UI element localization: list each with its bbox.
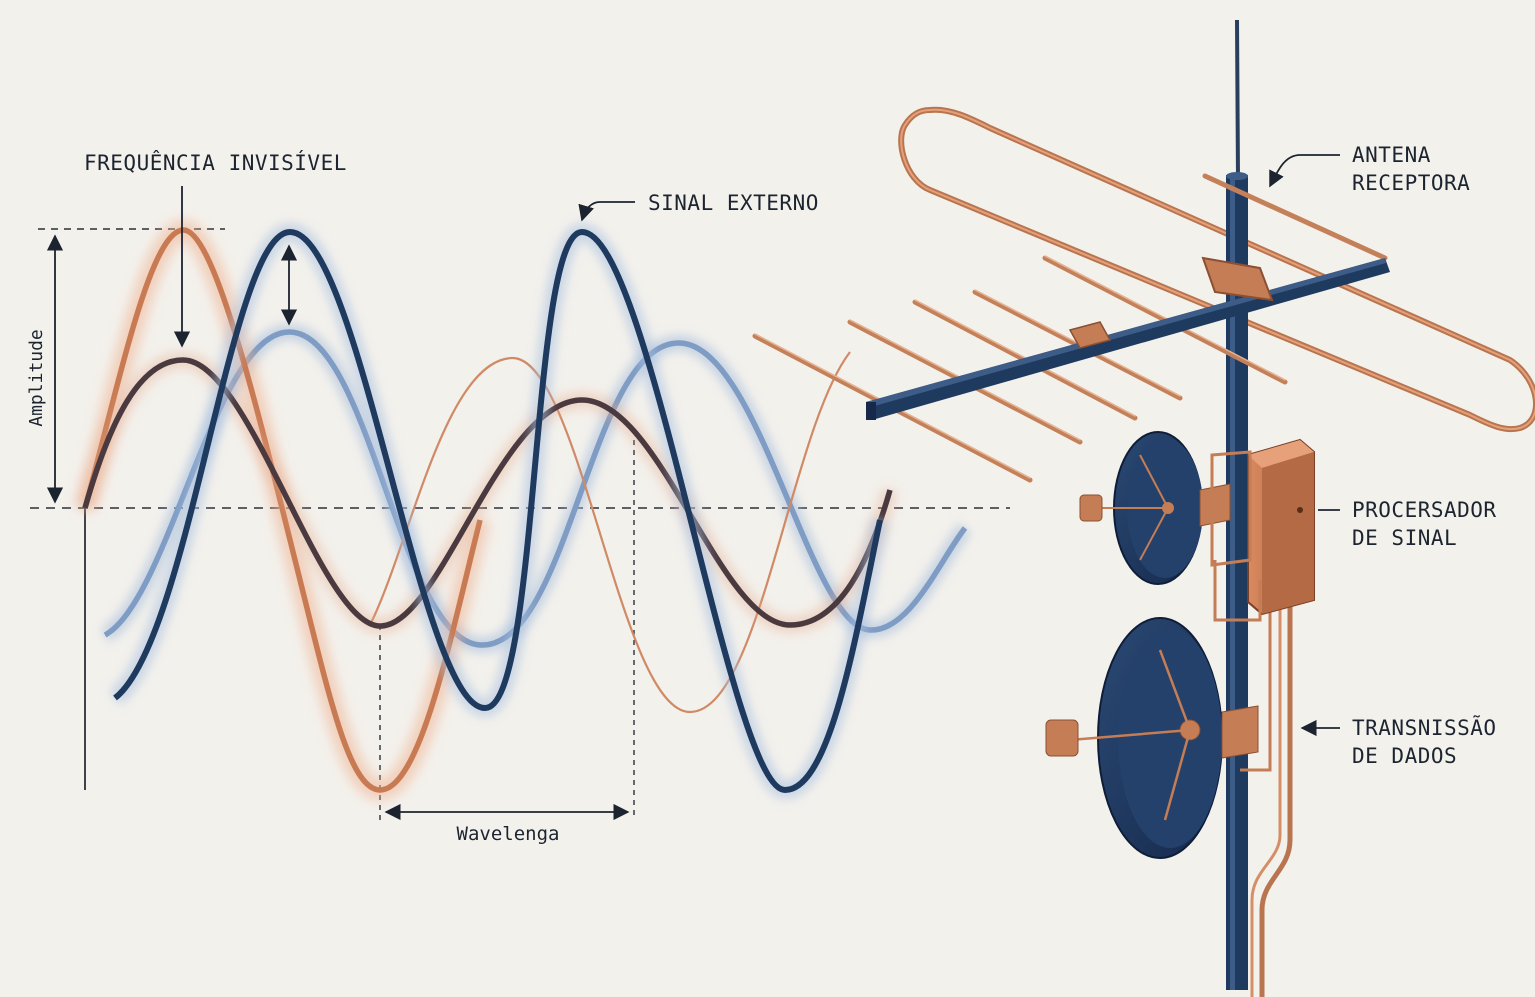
transmission-label-line2: DE DADOS <box>1352 744 1457 768</box>
thin-copper-wave <box>369 351 851 714</box>
orange-wave <box>82 227 483 793</box>
antenna-illustration: ANTENA RECEPTORA PROCERSADOR DE SINAL TR… <box>752 19 1535 997</box>
upper-dish <box>1079 431 1231 585</box>
boom-clamp <box>1201 256 1274 302</box>
antenna-top-rod <box>1235 19 1240 181</box>
wavelength-label: Wavelenga <box>457 823 560 845</box>
invisible-frequency-label: FREQUÊNCIA INVISÍVEL <box>84 150 347 175</box>
lower-dish <box>1045 617 1259 859</box>
navy-wave <box>113 228 883 794</box>
transmission-label-line1: TRANSNISSÃO <box>1352 714 1497 740</box>
antenna-pointer <box>1269 154 1340 188</box>
dark-wave <box>82 357 893 629</box>
external-signal-label: SINAL EXTERNO <box>648 191 819 215</box>
external-signal-pointer <box>578 201 635 222</box>
wave-diagram: Amplitude FREQUÊNCIA INVISÍVEL SINAL EXT… <box>26 150 1010 845</box>
antenna-label-line1: ANTENA <box>1352 143 1431 167</box>
processor-label-line1: PROCERSADOR <box>1352 498 1497 522</box>
data-cable <box>1259 600 1293 997</box>
processor-label-line2: DE SINAL <box>1352 526 1457 550</box>
antenna-label-line2: RECEPTORA <box>1352 171 1470 195</box>
amplitude-label: Amplitude <box>26 329 47 427</box>
signal-processor-box <box>1210 438 1315 622</box>
